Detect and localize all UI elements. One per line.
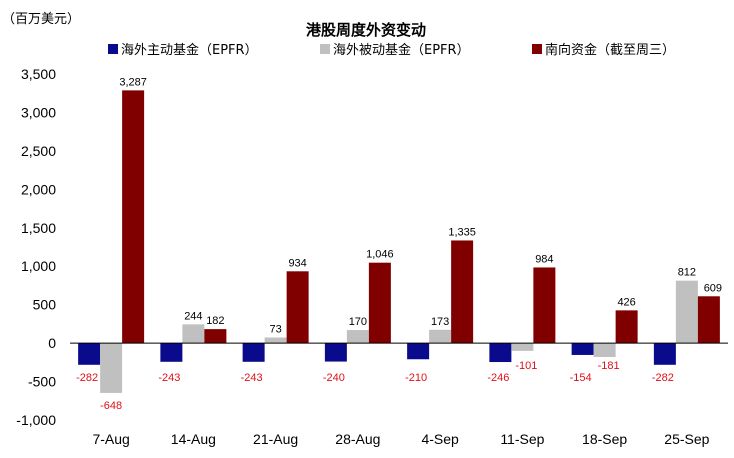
y-tick-label: 3,000 xyxy=(21,104,56,120)
bar-active xyxy=(571,343,594,355)
data-label: 1,335 xyxy=(448,226,476,238)
x-tick-label: 18-Sep xyxy=(582,431,627,447)
data-label: -240 xyxy=(323,372,345,384)
data-labels: -282 -648 3,287 -243 244 182 -243 73 934 -240 170 1… xyxy=(76,76,722,412)
y-tick-label: 0 xyxy=(48,335,56,351)
bar-active xyxy=(489,343,512,363)
data-label: -246 xyxy=(487,372,509,384)
x-tick-label: 28-Aug xyxy=(335,431,380,447)
data-label: -181 xyxy=(598,360,620,372)
data-label: 244 xyxy=(184,310,202,322)
legend-label-passive: 海外被动基金（EPFR） xyxy=(333,42,470,58)
x-tick-label: 21-Aug xyxy=(253,431,298,447)
y-tick-label: 1,000 xyxy=(21,258,56,274)
y-axis: -1,000 -500 0 500 1,000 1,500 2,000 2,500 3,000 3… xyxy=(16,66,56,428)
bar-active xyxy=(324,343,347,362)
bar-southbound xyxy=(286,271,309,344)
bar-passive xyxy=(429,329,452,344)
y-tick-label: 500 xyxy=(33,297,57,313)
legend-label-active: 海外主动基金（EPFR） xyxy=(121,42,258,58)
chart-title: 港股周度外资变动 xyxy=(306,21,426,39)
data-label: 73 xyxy=(270,323,282,335)
bar-southbound xyxy=(615,310,638,344)
y-tick-label: 2,000 xyxy=(21,181,56,197)
x-tick-label: 11-Sep xyxy=(500,431,544,447)
data-label: -101 xyxy=(515,360,537,372)
data-label: 984 xyxy=(535,253,553,265)
bar-southbound xyxy=(204,329,227,344)
bar-passive xyxy=(100,343,123,393)
bar-passive xyxy=(511,343,534,351)
x-tick-label: 7-Aug xyxy=(92,431,129,447)
data-label: 609 xyxy=(704,282,722,294)
legend-label-southbound: 南向资金（截至周三） xyxy=(545,42,675,58)
bar-active xyxy=(653,343,676,365)
data-label: 1,046 xyxy=(366,249,394,261)
bar-passive xyxy=(593,343,616,358)
bar-passive xyxy=(675,280,698,344)
y-tick-label: 3,500 xyxy=(21,66,56,82)
bar-passive xyxy=(182,324,205,344)
data-label: -282 xyxy=(76,372,98,384)
bar-passive xyxy=(346,330,369,344)
data-label: -210 xyxy=(405,372,427,384)
data-label: -648 xyxy=(100,400,122,412)
bar-passive xyxy=(264,337,287,344)
y-unit-label: （百万美元） xyxy=(2,12,80,27)
y-tick-label: -1,000 xyxy=(16,412,56,428)
data-label: -154 xyxy=(570,372,592,384)
data-label: -243 xyxy=(241,372,263,384)
bar-southbound xyxy=(451,240,474,344)
data-label: 182 xyxy=(206,315,224,327)
data-label: 3,287 xyxy=(119,76,147,88)
data-label: -243 xyxy=(158,372,180,384)
data-label: 426 xyxy=(617,296,635,308)
data-label: 173 xyxy=(431,316,449,328)
y-tick-label: 2,500 xyxy=(21,143,56,159)
legend: 海外主动基金（EPFR） 海外被动基金（EPFR） 南向资金（截至周三） xyxy=(108,42,675,58)
bars xyxy=(78,90,720,393)
legend-swatch-active xyxy=(108,44,118,54)
bar-southbound xyxy=(368,262,391,344)
x-tick-label: 4-Sep xyxy=(421,431,459,447)
y-tick-label: 1,500 xyxy=(21,220,56,236)
bar-active xyxy=(242,343,265,362)
data-label: 170 xyxy=(349,316,367,328)
bar-southbound xyxy=(533,267,556,344)
data-label: 812 xyxy=(678,267,696,279)
data-label: 934 xyxy=(288,257,306,269)
legend-swatch-southbound xyxy=(532,44,542,54)
y-tick-label: -500 xyxy=(28,374,56,390)
x-tick-label: 25-Sep xyxy=(664,431,709,447)
x-tick-label: 14-Aug xyxy=(171,431,216,447)
x-axis: 7-Aug 14-Aug 21-Aug 28-Aug 4-Sep 11-Sep 18-Sep… xyxy=(92,431,709,447)
bar-active xyxy=(78,343,101,365)
legend-swatch-passive xyxy=(320,44,330,54)
bar-southbound xyxy=(697,296,720,344)
data-label: -282 xyxy=(652,372,674,384)
bar-active xyxy=(407,343,430,360)
bar-southbound xyxy=(122,90,145,344)
bar-active xyxy=(160,343,183,362)
